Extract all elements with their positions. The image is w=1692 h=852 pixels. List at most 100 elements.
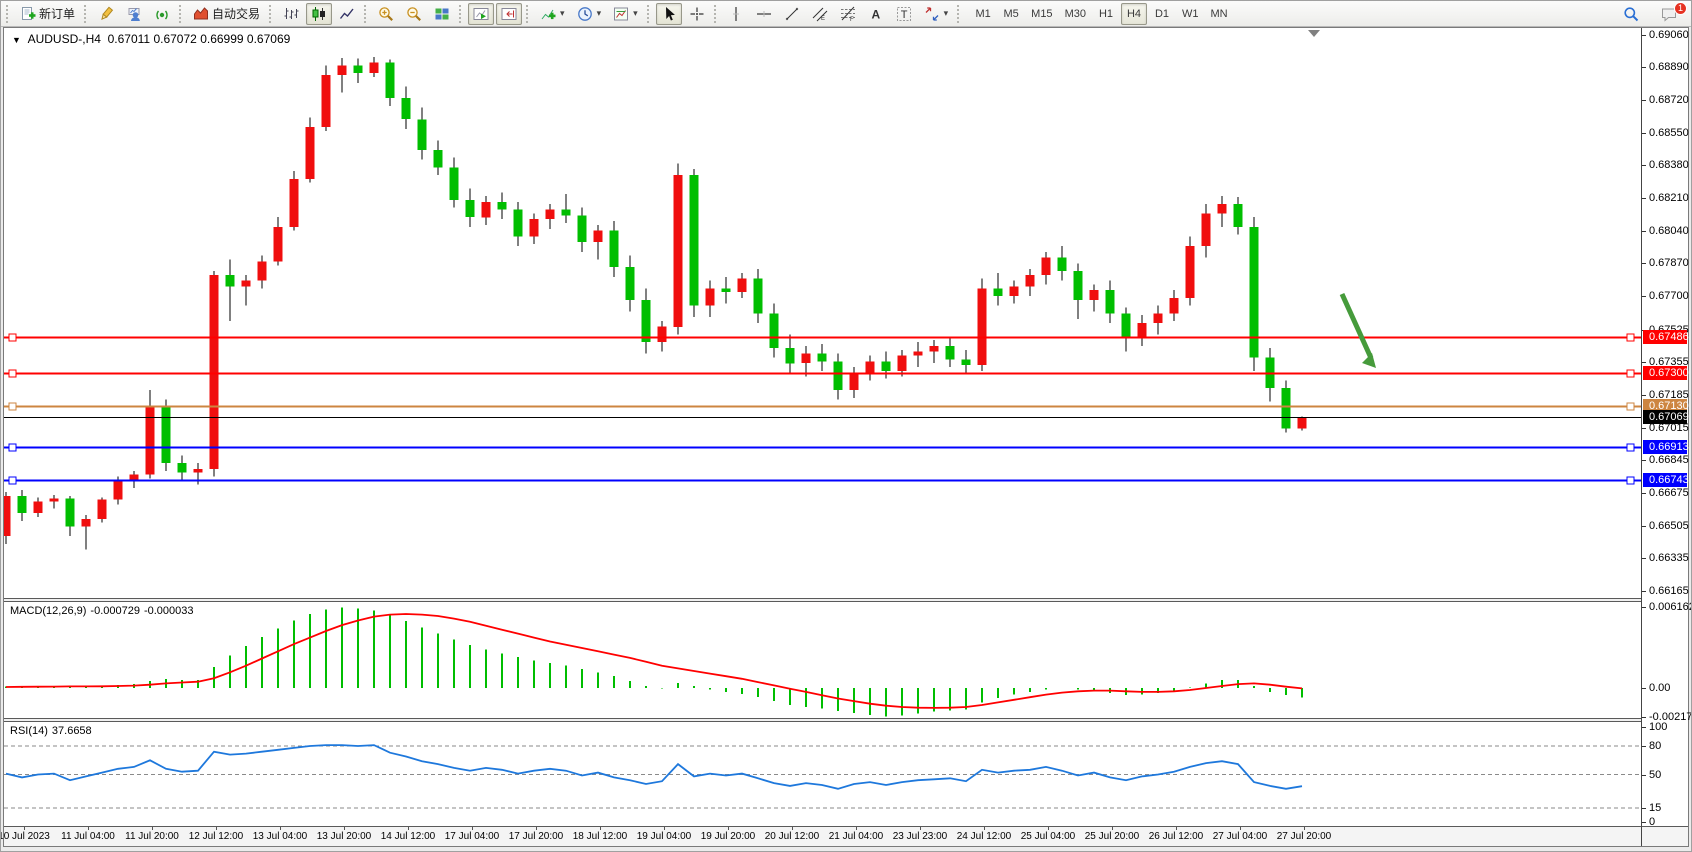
zoom-in-button[interactable] bbox=[373, 3, 399, 25]
timeframe-h1[interactable]: H1 bbox=[1098, 7, 1113, 20]
svg-text:T: T bbox=[900, 9, 907, 21]
toolbar-grip[interactable] bbox=[269, 4, 274, 23]
fibonacci-button[interactable]: F bbox=[835, 3, 861, 25]
dropdown-caret-icon[interactable]: ▾ bbox=[596, 8, 602, 18]
indicators-button[interactable]: ▾ bbox=[535, 3, 570, 25]
candlestick-chart-button[interactable] bbox=[306, 2, 333, 25]
price-tick: 0.67700 bbox=[1642, 290, 1689, 303]
rsi-axis-tick: 15 bbox=[1642, 802, 1688, 815]
timeframe-m15[interactable]: M15 bbox=[1031, 7, 1053, 20]
macd-pane[interactable]: MACD(12,26,9) -0.000729 -0.000033 bbox=[4, 602, 1641, 718]
timeframe-m1[interactable]: M1 bbox=[975, 7, 991, 20]
tile-windows-button[interactable] bbox=[429, 3, 455, 25]
hline-anchor-handle[interactable] bbox=[8, 443, 17, 452]
zoom-in-icon bbox=[378, 6, 394, 22]
toolbar-grip[interactable] bbox=[6, 4, 11, 23]
hline-anchor-handle[interactable] bbox=[1626, 402, 1635, 411]
macd-chart bbox=[5, 607, 1303, 717]
autotrading-button[interactable]: 自动交易 bbox=[188, 3, 265, 25]
pane-splitter[interactable] bbox=[4, 718, 1688, 722]
toolbar-grip[interactable] bbox=[713, 4, 719, 23]
bar-chart-button[interactable] bbox=[278, 3, 304, 25]
timeframe-d1[interactable]: D1 bbox=[1154, 7, 1169, 20]
toolbar-grip[interactable] bbox=[526, 4, 531, 23]
horizontal-line-button[interactable] bbox=[751, 3, 777, 25]
toolbar-grip[interactable] bbox=[84, 4, 89, 23]
hline-anchor-handle[interactable] bbox=[8, 402, 17, 411]
close-value: 0.67069 bbox=[246, 32, 291, 46]
new-order-button[interactable]: 新订单 bbox=[15, 3, 80, 25]
date-label: 10 Jul 2023 bbox=[0, 831, 50, 842]
trendline-button[interactable] bbox=[779, 3, 805, 25]
toolbar-grip[interactable] bbox=[957, 4, 962, 23]
auto-scroll-button[interactable] bbox=[468, 2, 495, 25]
templates-button[interactable]: ▾ bbox=[608, 3, 643, 25]
profile-chart-button[interactable] bbox=[121, 3, 147, 25]
dropdown-caret-icon[interactable]: ▾ bbox=[943, 8, 949, 18]
signals-button[interactable] bbox=[149, 3, 175, 25]
toolbar-grip[interactable] bbox=[364, 4, 369, 23]
chart-shift-button[interactable] bbox=[496, 2, 523, 25]
sell-arrow-object[interactable] bbox=[1339, 292, 1376, 368]
hline-price-tag: 0.67130 bbox=[1643, 399, 1689, 413]
date-label: 25 Jul 04:00 bbox=[1020, 831, 1076, 842]
date-tick bbox=[600, 827, 601, 830]
line-chart-button[interactable] bbox=[334, 3, 360, 25]
price-axis[interactable]: 0.69060 0.68890 0.68720 0.68550 0.68380 0.682… bbox=[1641, 28, 1691, 828]
rsi-value: 37.6658 bbox=[51, 725, 92, 737]
timeframe-m5[interactable]: M5 bbox=[1003, 7, 1019, 20]
hline-anchor-handle[interactable] bbox=[1626, 333, 1635, 342]
hline-anchor-handle[interactable] bbox=[8, 333, 17, 342]
date-label: 23 Jul 23:00 bbox=[892, 831, 948, 842]
hline-anchor-handle[interactable] bbox=[1626, 443, 1635, 452]
hline-anchor-handle[interactable] bbox=[1626, 369, 1635, 378]
price-tick: 0.69060 bbox=[1642, 29, 1689, 42]
dropdown-caret-icon[interactable]: ▾ bbox=[633, 8, 638, 18]
date-axis[interactable]: 10 Jul 2023 11 Jul 04:00 11 Jul 20:00 12 Ju… bbox=[1, 826, 1641, 846]
date-label: 13 Jul 20:00 bbox=[316, 831, 372, 842]
chart-shift-marker bbox=[1308, 30, 1320, 37]
cursor-button[interactable] bbox=[655, 2, 682, 25]
highlighter-button[interactable] bbox=[93, 3, 119, 25]
chart-title: ▼ AUDUSD-,H4 0.67011 0.67072 0.66999 0.6… bbox=[12, 32, 290, 46]
date-tick bbox=[920, 827, 921, 830]
pane-splitter[interactable] bbox=[4, 598, 1688, 602]
date-label: 27 Jul 04:00 bbox=[1212, 831, 1268, 842]
date-label: 26 Jul 12:00 bbox=[1148, 831, 1204, 842]
notifications-button[interactable]: 1 bbox=[1656, 1, 1687, 25]
hline-anchor-handle[interactable] bbox=[8, 369, 17, 378]
vertical-line-button[interactable] bbox=[723, 3, 749, 25]
search-button[interactable] bbox=[1618, 3, 1644, 25]
text-label-button[interactable]: T bbox=[891, 3, 917, 25]
notification-badge: 1 bbox=[1674, 1, 1687, 15]
hline-anchor-handle[interactable] bbox=[1626, 476, 1635, 485]
rsi-pane[interactable]: RSI(14) 37.6658 bbox=[4, 722, 1641, 828]
timeframe-m30[interactable]: M30 bbox=[1064, 7, 1086, 20]
toolbar-grip[interactable] bbox=[179, 4, 184, 23]
periods-button[interactable]: ▾ bbox=[572, 3, 607, 25]
equidistant-channel-button[interactable]: E bbox=[807, 3, 833, 25]
price-tick: 0.67355 bbox=[1642, 356, 1689, 369]
hline-anchor-handle[interactable] bbox=[8, 476, 17, 485]
toolbar-grip[interactable] bbox=[459, 4, 464, 23]
collapse-one-click-icon[interactable]: ▼ bbox=[12, 35, 21, 45]
zoom-out-button[interactable] bbox=[401, 3, 427, 25]
arrows-button[interactable]: ▾ bbox=[919, 3, 954, 25]
date-label: 17 Jul 04:00 bbox=[444, 831, 500, 842]
dropdown-caret-icon[interactable]: ▾ bbox=[560, 8, 565, 18]
date-tick bbox=[1304, 827, 1305, 830]
date-tick bbox=[664, 827, 665, 830]
toolbar-grip[interactable] bbox=[646, 4, 652, 23]
timeframe-h4[interactable]: H4 bbox=[1120, 2, 1147, 25]
crosshair-button[interactable] bbox=[684, 3, 710, 25]
price-tick: 0.68040 bbox=[1642, 225, 1689, 238]
clock-icon bbox=[577, 6, 593, 22]
text-button[interactable]: A bbox=[863, 3, 889, 25]
axis-corner bbox=[1641, 826, 1688, 846]
price-tick: 0.68720 bbox=[1642, 94, 1689, 107]
price-pane[interactable] bbox=[4, 28, 1641, 598]
timeframe-w1[interactable]: W1 bbox=[1181, 7, 1199, 20]
rsi-chart bbox=[4, 744, 1641, 809]
timeframe-mn[interactable]: MN bbox=[1210, 7, 1228, 20]
